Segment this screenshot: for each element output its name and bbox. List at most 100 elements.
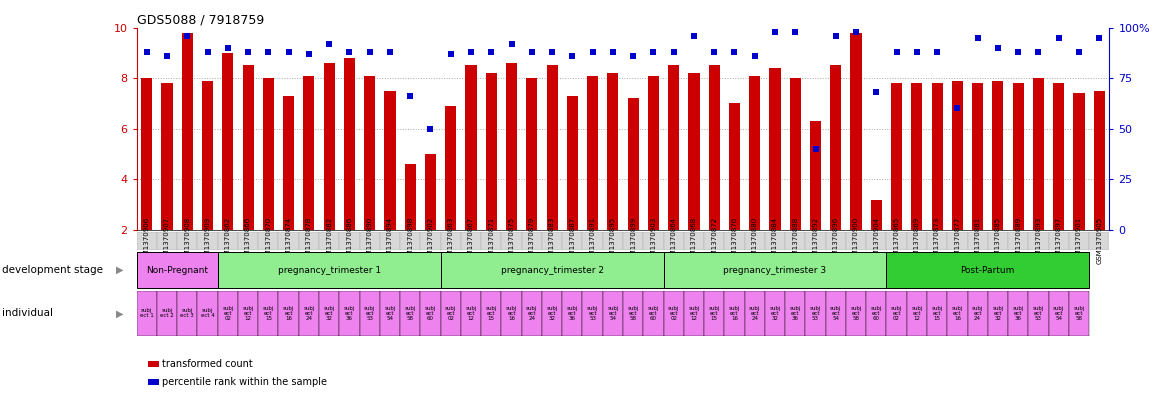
FancyBboxPatch shape [461, 291, 482, 336]
FancyBboxPatch shape [988, 232, 1007, 250]
FancyBboxPatch shape [704, 232, 725, 250]
Point [786, 28, 805, 35]
Bar [547, 66, 558, 230]
Text: subj
ect
54: subj ect 54 [830, 306, 842, 321]
Point [157, 53, 176, 59]
Point [644, 49, 662, 55]
FancyBboxPatch shape [1049, 232, 1069, 250]
Point [320, 40, 338, 47]
Bar [728, 103, 740, 230]
Bar [425, 154, 437, 230]
FancyBboxPatch shape [887, 252, 1089, 288]
Bar [749, 75, 761, 230]
Point [846, 28, 865, 35]
Text: GSM1370898: GSM1370898 [408, 217, 413, 264]
Bar [566, 96, 578, 230]
FancyBboxPatch shape [704, 291, 725, 336]
FancyBboxPatch shape [197, 232, 218, 250]
FancyBboxPatch shape [968, 232, 988, 250]
FancyBboxPatch shape [866, 291, 887, 336]
FancyBboxPatch shape [664, 252, 887, 288]
Point [584, 49, 602, 55]
Text: GSM1370881: GSM1370881 [975, 217, 981, 264]
Point [441, 51, 460, 57]
FancyBboxPatch shape [926, 291, 947, 336]
Text: GSM1370862: GSM1370862 [225, 217, 230, 264]
Point [340, 49, 359, 55]
FancyBboxPatch shape [664, 291, 683, 336]
FancyBboxPatch shape [785, 291, 806, 336]
Text: subj
ect
53: subj ect 53 [364, 306, 375, 321]
Point [239, 49, 257, 55]
FancyBboxPatch shape [218, 252, 440, 288]
FancyBboxPatch shape [440, 252, 664, 288]
Text: Post-Partum: Post-Partum [961, 266, 1014, 275]
Bar [769, 68, 780, 230]
Text: GSM1370866: GSM1370866 [245, 217, 251, 264]
FancyBboxPatch shape [968, 291, 988, 336]
Text: subj
ect
15: subj ect 15 [263, 306, 274, 321]
Text: subj
ect
12: subj ect 12 [466, 306, 477, 321]
Text: pregnancy_trimester 3: pregnancy_trimester 3 [724, 266, 827, 275]
Text: GSM1370870: GSM1370870 [265, 217, 271, 264]
Text: subj
ect
16: subj ect 16 [952, 306, 963, 321]
Point [665, 49, 683, 55]
Bar [911, 83, 923, 230]
Text: GSM1370864: GSM1370864 [670, 217, 676, 264]
Bar [506, 63, 518, 230]
FancyBboxPatch shape [359, 232, 380, 250]
FancyBboxPatch shape [299, 232, 318, 250]
FancyBboxPatch shape [461, 232, 482, 250]
FancyBboxPatch shape [683, 232, 704, 250]
Text: subj
ect
24: subj ect 24 [749, 306, 761, 321]
FancyBboxPatch shape [1069, 232, 1089, 250]
Point [138, 49, 156, 55]
FancyBboxPatch shape [745, 291, 764, 336]
Text: subj
ect
02: subj ect 02 [222, 306, 234, 321]
Text: subj
ect
36: subj ect 36 [344, 306, 356, 321]
FancyBboxPatch shape [279, 232, 299, 250]
Bar [263, 78, 274, 230]
Point [219, 44, 237, 51]
Text: GSM1370865: GSM1370865 [894, 217, 900, 264]
Point [908, 49, 926, 55]
Point [422, 125, 440, 132]
FancyBboxPatch shape [1028, 232, 1049, 250]
FancyBboxPatch shape [806, 232, 826, 250]
Text: subj
ect 4: subj ect 4 [200, 309, 214, 318]
Text: subj
ect
15: subj ect 15 [709, 306, 720, 321]
FancyBboxPatch shape [845, 291, 866, 336]
FancyBboxPatch shape [845, 232, 866, 250]
Point [259, 49, 278, 55]
Text: GSM1370882: GSM1370882 [327, 217, 332, 264]
Text: GSM1370872: GSM1370872 [711, 217, 717, 264]
Text: subj
ect
60: subj ect 60 [871, 306, 882, 321]
FancyBboxPatch shape [785, 232, 806, 250]
FancyBboxPatch shape [420, 232, 440, 250]
Text: subj
ect 1: subj ect 1 [140, 309, 154, 318]
FancyBboxPatch shape [318, 232, 339, 250]
Text: subj
ect
02: subj ect 02 [891, 306, 902, 321]
Bar [1012, 83, 1024, 230]
Text: GSM1370873: GSM1370873 [935, 217, 940, 264]
FancyBboxPatch shape [339, 291, 359, 336]
Point [563, 53, 581, 59]
Bar [790, 78, 801, 230]
FancyBboxPatch shape [907, 291, 926, 336]
Bar [445, 106, 456, 230]
Point [806, 146, 824, 152]
Bar [161, 83, 173, 230]
FancyBboxPatch shape [1028, 291, 1049, 336]
Text: GSM1370909: GSM1370909 [205, 217, 211, 264]
Text: subj
ect
24: subj ect 24 [303, 306, 315, 321]
FancyBboxPatch shape [258, 291, 279, 336]
FancyBboxPatch shape [542, 232, 563, 250]
FancyBboxPatch shape [177, 232, 197, 250]
Text: subj
ect
36: subj ect 36 [790, 306, 801, 321]
Text: subj
ect
36: subj ect 36 [566, 306, 578, 321]
Bar [404, 164, 416, 230]
Text: subj
ect
60: subj ect 60 [647, 306, 659, 321]
FancyBboxPatch shape [602, 232, 623, 250]
Text: GSM1370902: GSM1370902 [427, 217, 433, 264]
Bar [201, 81, 213, 230]
